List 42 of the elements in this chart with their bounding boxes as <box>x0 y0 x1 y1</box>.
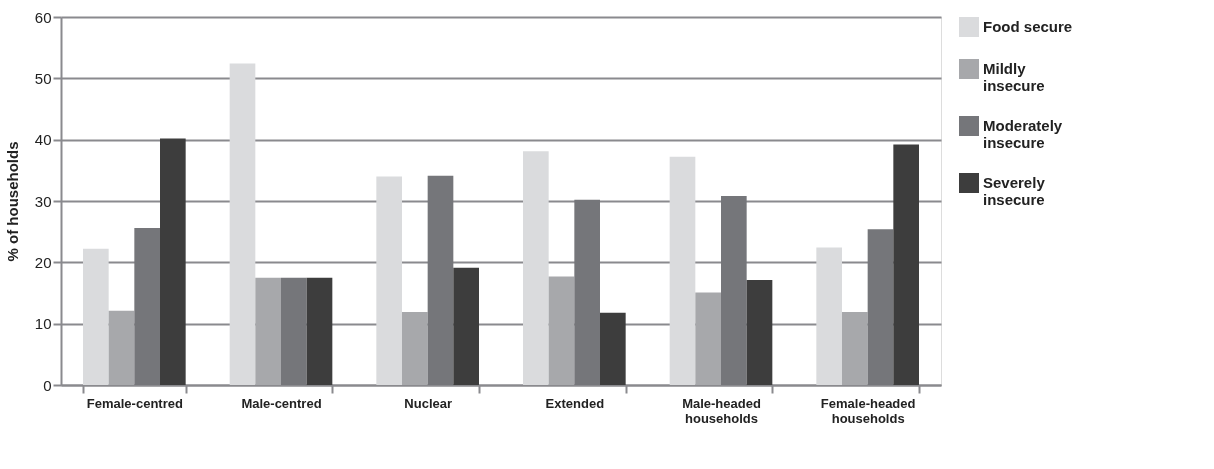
bar <box>548 276 575 385</box>
bar <box>229 63 256 385</box>
x-tick-label: Extended <box>545 395 605 411</box>
y-tick-label: 0 <box>43 376 52 394</box>
x-tick-label: Female-headed households <box>820 395 916 426</box>
bar <box>746 280 773 385</box>
x-tick-label: Male-centred <box>241 395 322 411</box>
bar <box>427 175 454 385</box>
legend-label: Food secure <box>983 18 1073 35</box>
bar <box>402 312 428 385</box>
bar <box>160 138 186 385</box>
x-tick-label: Female-centred <box>86 395 183 411</box>
legend-label: Mildly insecure <box>983 60 1045 94</box>
bar <box>695 292 721 385</box>
x-tick-label: Male-headed households <box>682 395 761 426</box>
legend-label: Moderately insecure <box>983 117 1063 151</box>
legend-label: Severely insecure <box>983 174 1046 208</box>
bar <box>376 176 402 385</box>
bar <box>867 229 894 385</box>
y-tick-label: 20 <box>34 253 52 271</box>
y-tick-label: 10 <box>34 315 52 333</box>
y-axis-title: % of households <box>3 141 21 262</box>
y-tick-label: 40 <box>34 131 52 149</box>
bar <box>306 277 333 385</box>
y-tick-label: 30 <box>34 192 52 210</box>
bar <box>842 312 868 385</box>
y-tick-label: 50 <box>34 69 52 87</box>
bar <box>600 312 626 385</box>
bar <box>816 247 842 385</box>
x-tick-label: Nuclear <box>404 395 453 411</box>
bar <box>134 227 160 385</box>
bar <box>453 267 479 385</box>
bar <box>108 310 135 385</box>
y-tick-label: 60 <box>34 8 52 26</box>
bar <box>255 277 281 385</box>
bar <box>574 199 600 385</box>
bar <box>281 277 307 385</box>
bar <box>669 156 696 385</box>
bar <box>523 151 549 385</box>
bar <box>721 196 747 385</box>
bar <box>83 248 109 385</box>
bar <box>893 144 919 385</box>
